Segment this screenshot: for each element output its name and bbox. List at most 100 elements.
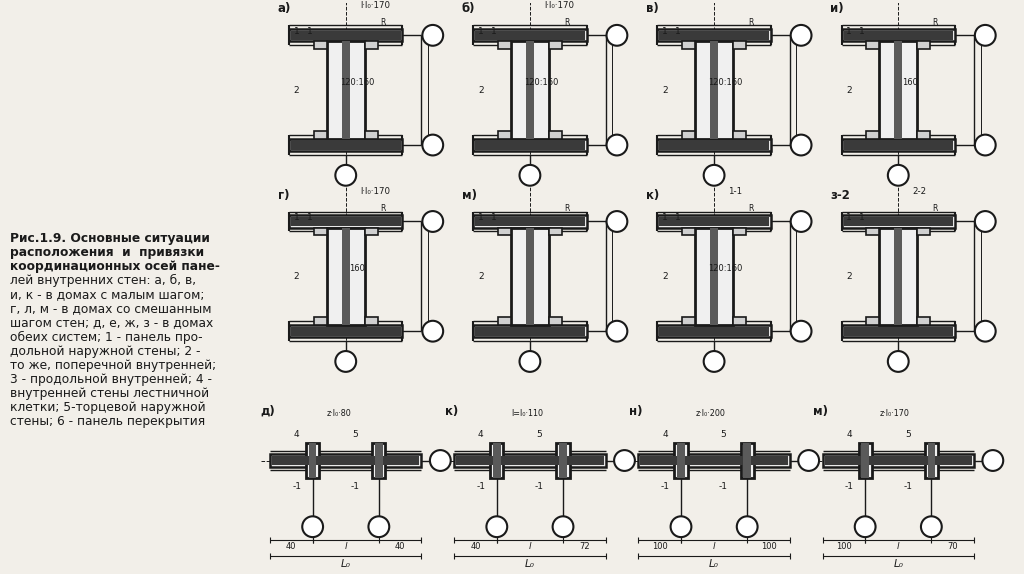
- Text: 2: 2: [478, 86, 483, 95]
- Text: 4: 4: [663, 429, 668, 439]
- Circle shape: [982, 450, 1004, 471]
- Bar: [682, 131, 695, 139]
- Text: -1: -1: [903, 483, 912, 491]
- Bar: [313, 317, 327, 325]
- Bar: [475, 327, 585, 336]
- Circle shape: [606, 135, 628, 156]
- Bar: [844, 141, 953, 150]
- Circle shape: [791, 135, 811, 156]
- Text: шагом стен; д, е, ж, з - в домах: шагом стен; д, е, ж, з - в домах: [10, 316, 214, 329]
- Text: 1: 1: [663, 27, 668, 36]
- Bar: [457, 456, 603, 465]
- Text: -1: -1: [292, 483, 301, 491]
- Text: 70: 70: [947, 542, 957, 552]
- Text: 120:160: 120:160: [709, 77, 742, 87]
- Text: -1: -1: [719, 483, 728, 491]
- Bar: [682, 41, 695, 49]
- Bar: [842, 215, 955, 228]
- Circle shape: [519, 351, 541, 372]
- Text: 1: 1: [859, 27, 865, 36]
- Bar: [640, 456, 787, 465]
- Text: 4: 4: [846, 429, 852, 439]
- Bar: [475, 141, 585, 150]
- Text: 4: 4: [478, 429, 483, 439]
- Text: R: R: [564, 204, 569, 213]
- Text: расположения  и  привязки: расположения и привязки: [10, 246, 205, 259]
- Bar: [498, 317, 511, 325]
- Bar: [342, 41, 349, 139]
- Text: 160: 160: [902, 77, 918, 87]
- Text: 1-1: 1-1: [728, 187, 742, 196]
- Bar: [493, 443, 501, 479]
- Text: координационных осей пане-: координационных осей пане-: [10, 260, 220, 273]
- Circle shape: [671, 516, 691, 537]
- Bar: [866, 41, 880, 49]
- Bar: [291, 327, 400, 336]
- Bar: [880, 228, 918, 325]
- Text: l·l₀·170: l·l₀·170: [359, 187, 390, 196]
- Bar: [866, 317, 880, 325]
- Bar: [918, 317, 931, 325]
- Bar: [880, 41, 918, 139]
- Bar: [733, 317, 746, 325]
- Text: лей внутренних стен: а, б, в,: лей внутренних стен: а, б, в,: [10, 274, 197, 287]
- Bar: [733, 41, 746, 49]
- Bar: [549, 41, 562, 49]
- Bar: [659, 141, 769, 150]
- Text: внутренней стены лестничной: внутренней стены лестничной: [10, 387, 209, 400]
- Bar: [918, 131, 931, 139]
- Circle shape: [799, 450, 819, 471]
- Bar: [711, 41, 718, 139]
- Text: L₀: L₀: [710, 559, 719, 569]
- Text: 1: 1: [492, 27, 497, 36]
- Circle shape: [335, 165, 356, 186]
- Circle shape: [302, 516, 323, 537]
- Bar: [473, 29, 587, 41]
- Text: то же, поперечной внутренней;: то же, поперечной внутренней;: [10, 359, 216, 372]
- Text: 1: 1: [478, 213, 483, 222]
- Text: 2: 2: [846, 86, 852, 95]
- Text: б): б): [462, 2, 475, 15]
- Text: и): и): [830, 2, 844, 15]
- Bar: [291, 30, 400, 40]
- Text: 100: 100: [652, 542, 668, 552]
- Bar: [498, 41, 511, 49]
- Text: 5: 5: [905, 429, 910, 439]
- Bar: [824, 456, 972, 465]
- Text: l: l: [528, 542, 531, 552]
- Text: R: R: [749, 18, 754, 27]
- Text: 120:160: 120:160: [709, 264, 742, 273]
- Bar: [657, 29, 771, 41]
- Bar: [842, 139, 955, 151]
- Bar: [559, 443, 567, 479]
- Bar: [289, 325, 402, 338]
- Text: l·l₀·170: l·l₀·170: [359, 1, 390, 10]
- Text: в): в): [646, 2, 658, 15]
- Circle shape: [335, 351, 356, 372]
- Bar: [695, 41, 733, 139]
- Circle shape: [606, 321, 628, 342]
- Bar: [549, 317, 562, 325]
- Text: L₀: L₀: [341, 559, 350, 569]
- Circle shape: [606, 211, 628, 232]
- Bar: [455, 455, 605, 467]
- Text: 120:160: 120:160: [340, 77, 375, 87]
- Bar: [289, 215, 402, 228]
- Bar: [365, 131, 378, 139]
- Circle shape: [422, 211, 443, 232]
- Text: R: R: [380, 18, 385, 27]
- Bar: [895, 228, 902, 325]
- Text: l·l₀·170: l·l₀·170: [544, 1, 574, 10]
- Text: м): м): [813, 405, 828, 418]
- Bar: [844, 30, 953, 40]
- Text: к): к): [646, 188, 659, 201]
- Bar: [309, 443, 316, 479]
- Bar: [918, 41, 931, 49]
- Text: 100: 100: [836, 542, 852, 552]
- Text: l: l: [713, 542, 716, 552]
- Bar: [844, 217, 953, 226]
- Bar: [928, 443, 935, 479]
- Text: 1: 1: [663, 213, 668, 222]
- Circle shape: [737, 516, 758, 537]
- Bar: [313, 41, 327, 49]
